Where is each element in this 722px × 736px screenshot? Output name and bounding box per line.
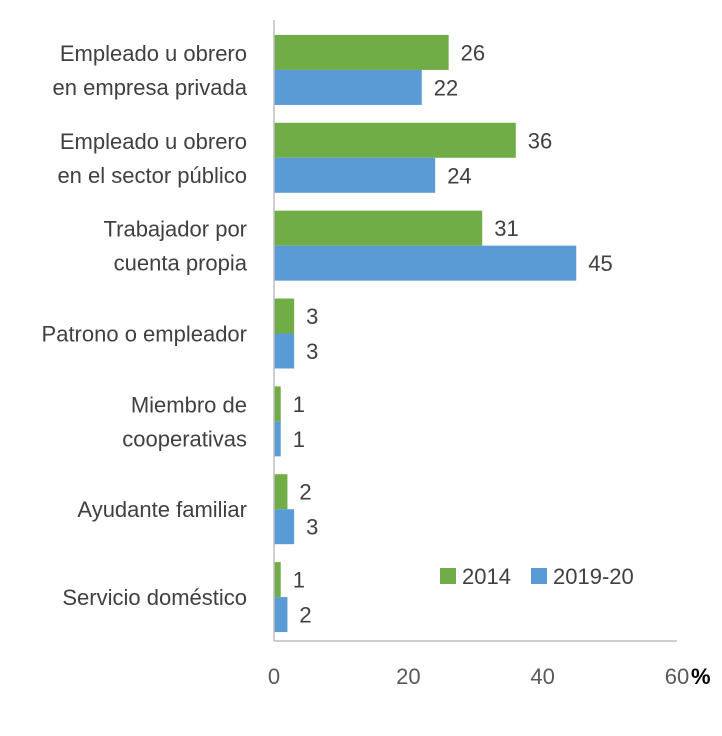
data-label-2019-20-5: 3 [306, 515, 318, 540]
bar-2014-1 [274, 122, 516, 158]
x-tick-labels: 0 20 40 60 [268, 664, 689, 689]
data-label-2019-20-3: 3 [306, 339, 318, 364]
category-label-1-0: Empleado u obrero [60, 129, 247, 154]
data-label-2019-20-6: 2 [299, 603, 311, 628]
data-label-2019-20-0: 22 [434, 75, 458, 100]
category-label-3-0: Patrono o empleador [42, 322, 247, 347]
bar-2019-20-2 [274, 245, 577, 281]
category-label-1-1: en el sector público [57, 163, 247, 188]
x-tick-20: 20 [396, 664, 420, 689]
category-label-0-0: Empleado u obrero [60, 41, 247, 66]
data-label-2014-6: 1 [293, 568, 305, 593]
legend-label-2014: 2014 [462, 564, 511, 589]
bar-2014-6 [274, 562, 281, 598]
data-label-2019-20-1: 24 [447, 163, 471, 188]
x-unit-label: % [691, 664, 711, 689]
data-label-2019-20-2: 45 [588, 251, 612, 276]
bar-2019-20-4 [274, 421, 281, 457]
category-labels: Empleado u obrero en empresa privada Emple… [42, 41, 248, 610]
data-label-2014-1: 36 [528, 128, 552, 153]
bar-2014-3 [274, 298, 295, 334]
bar-2019-20-5 [274, 509, 295, 545]
data-label-2014-5: 2 [299, 480, 311, 505]
x-tick-40: 40 [530, 664, 554, 689]
category-label-6-0: Servicio doméstico [62, 585, 247, 610]
data-label-2014-2: 31 [494, 216, 518, 241]
bar-2014-4 [274, 386, 281, 422]
data-label-2019-20-4: 1 [293, 427, 305, 452]
legend-swatch-2019-20 [531, 568, 547, 584]
bar-2014-5 [274, 474, 288, 510]
x-tick-0: 0 [268, 664, 280, 689]
bar-2019-20-0 [274, 69, 422, 105]
category-label-0-1: en empresa privada [53, 75, 248, 100]
bar-2019-20-3 [274, 333, 295, 369]
category-label-5-0: Ayudante familiar [77, 497, 247, 522]
category-label-2-0: Trabajador por [104, 217, 247, 242]
bar-2019-20-1 [274, 157, 436, 193]
category-label-2-1: cuenta propia [114, 251, 248, 276]
category-label-4-0: Miembro de [131, 392, 247, 417]
x-tick-60: 60 [665, 664, 689, 689]
bar-2014-2 [274, 210, 483, 246]
bar-2019-20-6 [274, 597, 288, 633]
legend-swatch-2014 [440, 568, 456, 584]
data-label-2014-4: 1 [293, 392, 305, 417]
legend: 2014 2019-20 [440, 564, 634, 589]
data-label-2014-3: 3 [306, 304, 318, 329]
bar-2014-0 [274, 34, 449, 70]
category-label-4-1: cooperativas [122, 426, 247, 451]
data-label-2014-0: 26 [461, 40, 485, 65]
legend-label-2019-20: 2019-20 [553, 564, 634, 589]
